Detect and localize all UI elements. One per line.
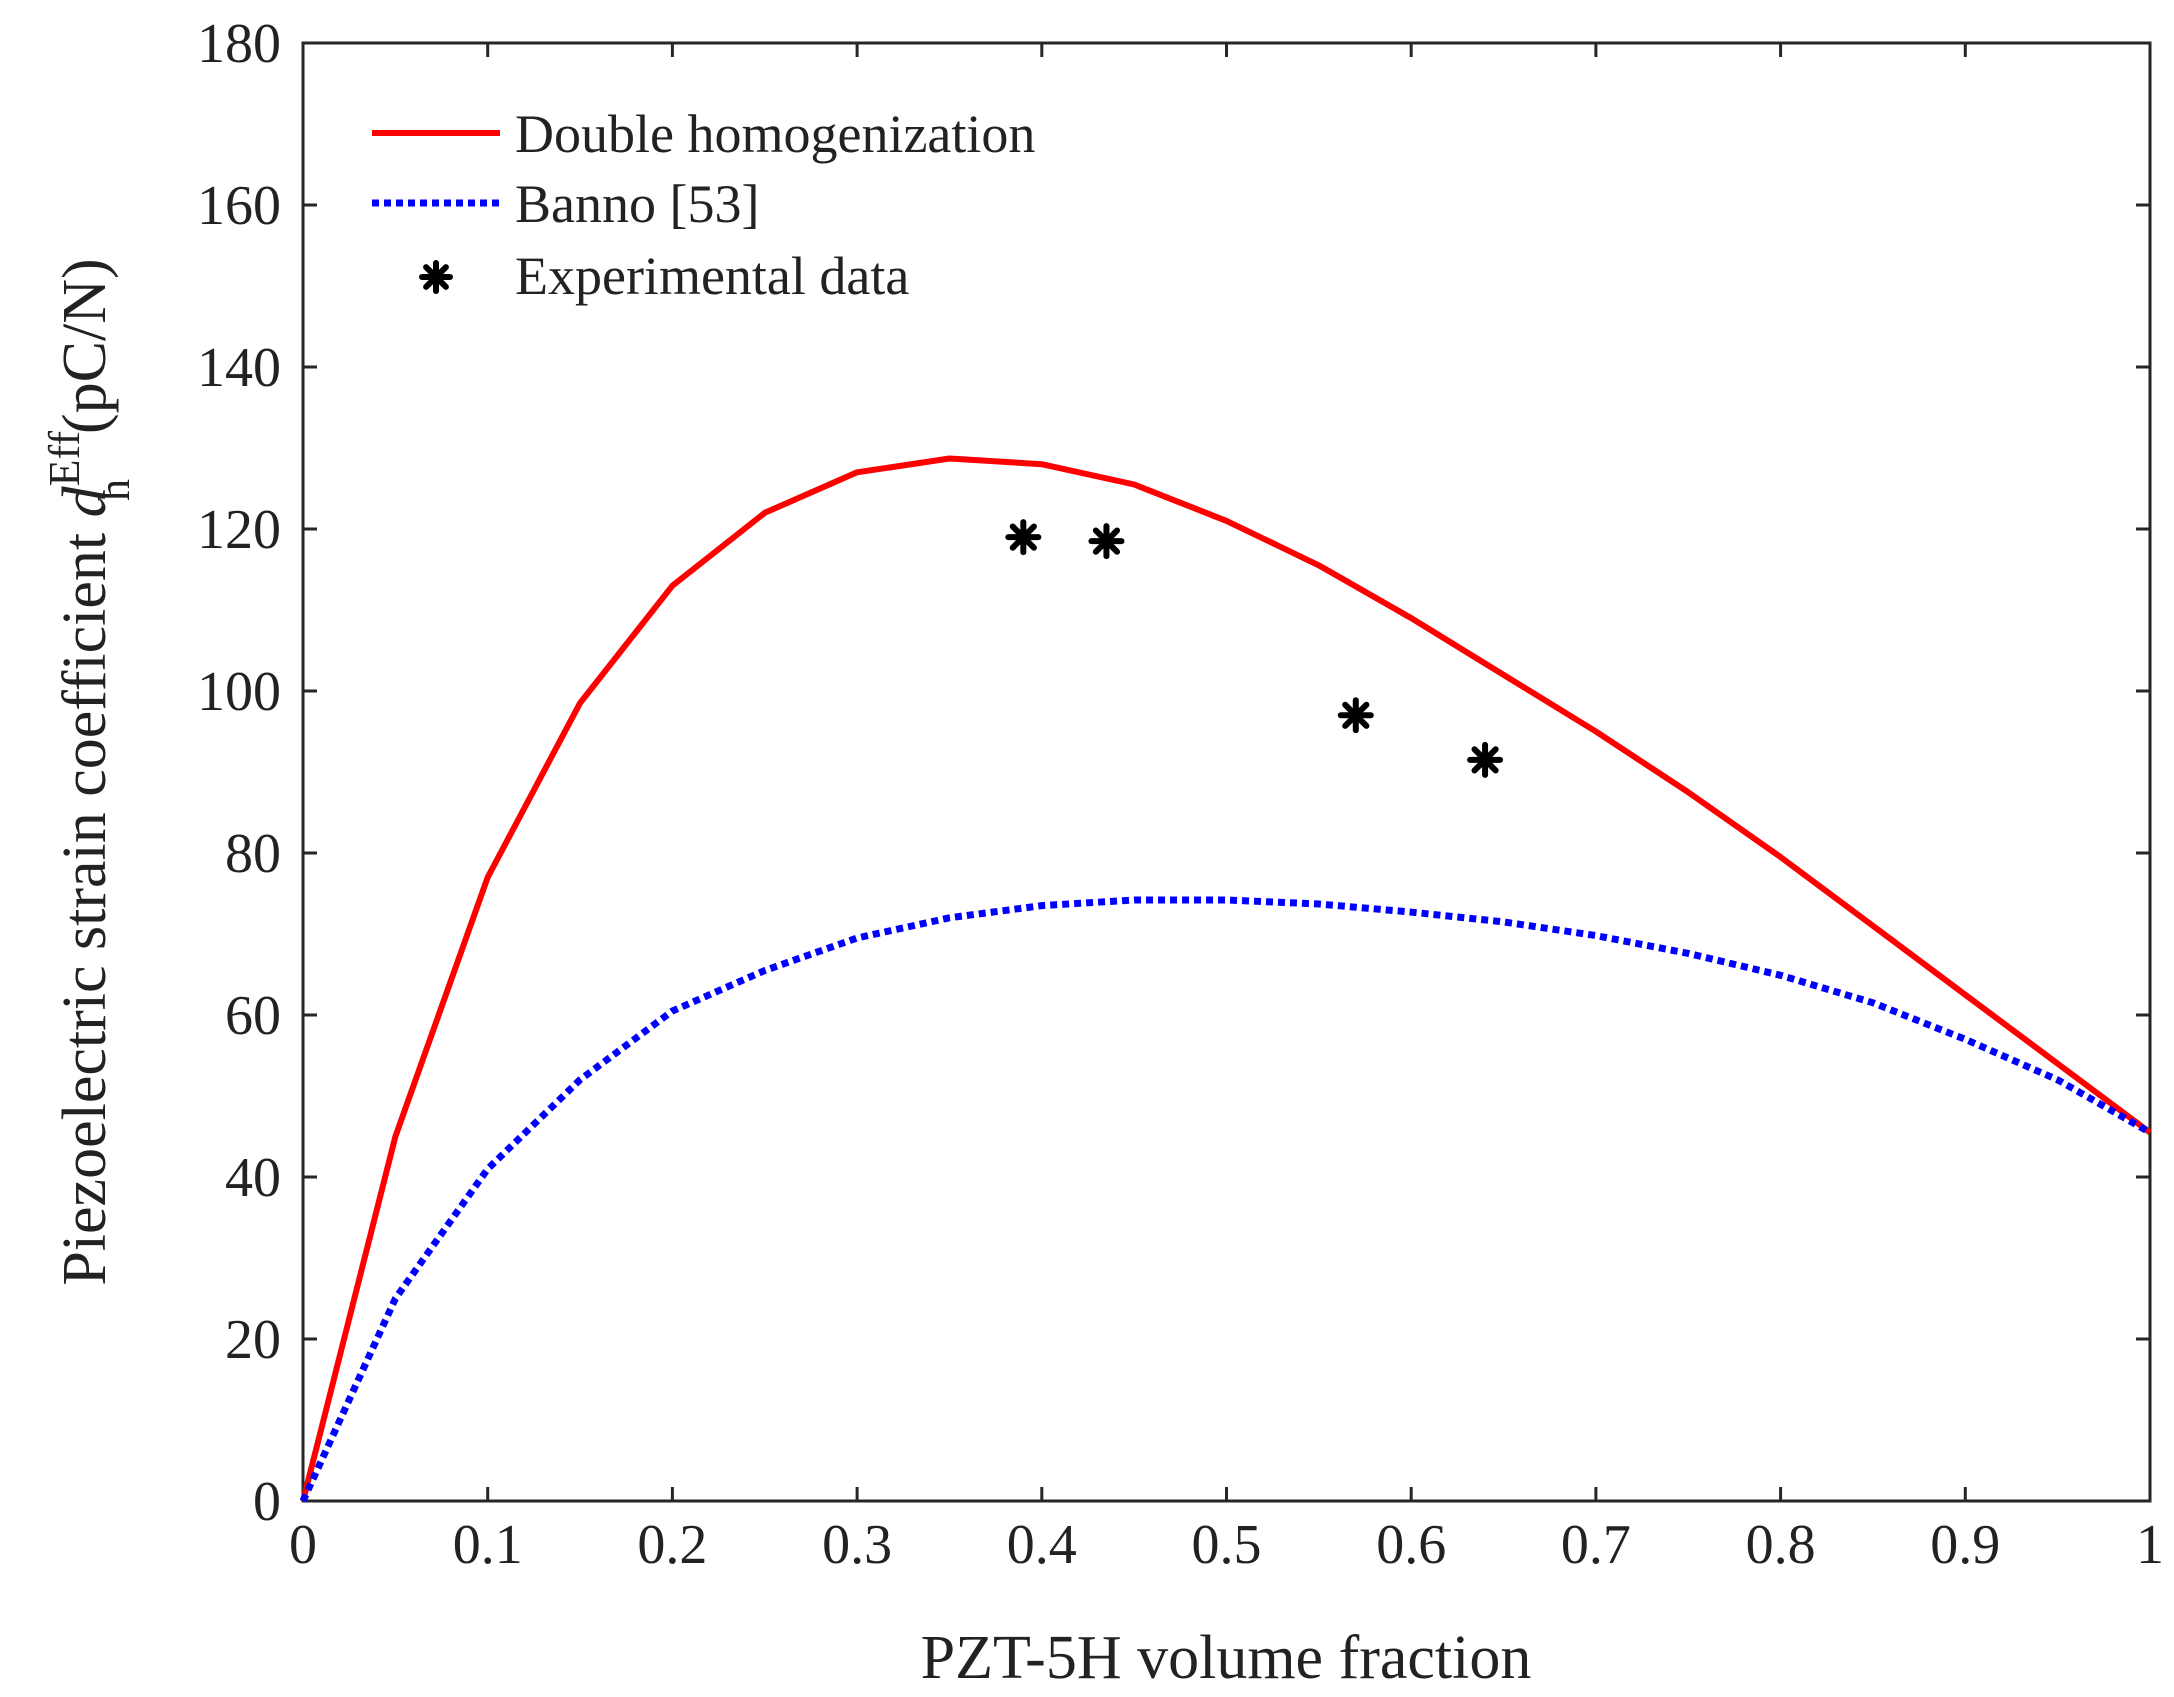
x-tick-label: 0 [289, 1514, 317, 1576]
legend-label: Banno [53] [515, 174, 759, 234]
y-tick-label: 100 [197, 661, 281, 723]
data-point [1337, 697, 1374, 734]
marker-stroke [1009, 523, 1037, 551]
x-tick-label: 1 [2136, 1514, 2164, 1576]
y-tick-label: 180 [197, 13, 281, 75]
y-tick-label: 80 [225, 823, 281, 885]
data-point [1005, 519, 1042, 556]
legend-label: Experimental data [515, 246, 909, 306]
legend-marker [419, 260, 453, 294]
y-axis-label-unit: (pC/N) [51, 258, 119, 434]
x-tick-label: 0.5 [1192, 1514, 1262, 1576]
series-layer [299, 455, 2152, 1503]
series-double-homogenization-line [300, 455, 2152, 1502]
marker-stroke [1092, 527, 1121, 555]
series-experimental-data [1005, 519, 1504, 778]
legend-label: Double homogenization [515, 104, 1035, 164]
data-point [1088, 523, 1125, 560]
series-banno-line [299, 896, 2152, 1503]
x-tick-label: 0.4 [1007, 1514, 1077, 1576]
x-tick-label: 0.6 [1376, 1514, 1446, 1576]
y-axis-label: Piezoelectric strain coefficient dEffh (p… [40, 258, 139, 1285]
y-tick-label: 20 [225, 1309, 281, 1371]
marker-stroke [1342, 701, 1370, 729]
y-axis-label-prefix: Piezoelectric strain coefficient [51, 517, 119, 1285]
x-tick-label: 0.7 [1561, 1514, 1631, 1576]
y-tick-label: 160 [197, 175, 281, 237]
x-tick-label: 0.3 [822, 1514, 892, 1576]
y-axis-label-subscript: h [90, 479, 139, 501]
y-tick-label: 0 [253, 1471, 281, 1533]
ticks-layer: 0 0.1 0.2 0.3 0.4 0.5 0.6 0.7 0.8 0.9 1 0 20 40 60 80 10… [197, 13, 2164, 1576]
x-tick-label: 0.2 [637, 1514, 707, 1576]
marker-stroke [423, 264, 449, 290]
y-axis-label-symbol: d [51, 485, 119, 517]
y-tick-label: 140 [197, 337, 281, 399]
y-tick-label: 120 [197, 499, 281, 561]
x-tick-label: 0.9 [1930, 1514, 2000, 1576]
y-tick-label: 60 [225, 985, 281, 1047]
svg-text:Piezoelectric strain coefficie: Piezoelectric strain coefficient dEffh (p… [40, 258, 139, 1285]
legend: Double homogenization Banno [53] Experimen… [372, 104, 1035, 306]
y-tick-label: 40 [225, 1147, 281, 1209]
x-tick-label: 0.1 [453, 1514, 523, 1576]
data-point [1467, 741, 1504, 778]
x-tick-label: 0.8 [1746, 1514, 1816, 1576]
marker-stroke [1471, 746, 1499, 774]
x-axis-label: PZT-5H volume fraction [921, 1624, 1532, 1692]
y-axis-label-superscript: Eff [40, 431, 89, 487]
